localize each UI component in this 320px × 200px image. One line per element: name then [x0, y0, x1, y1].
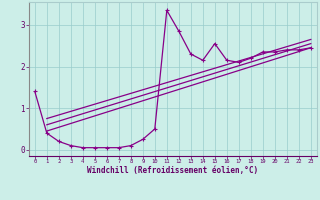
X-axis label: Windchill (Refroidissement éolien,°C): Windchill (Refroidissement éolien,°C) [87, 166, 258, 175]
